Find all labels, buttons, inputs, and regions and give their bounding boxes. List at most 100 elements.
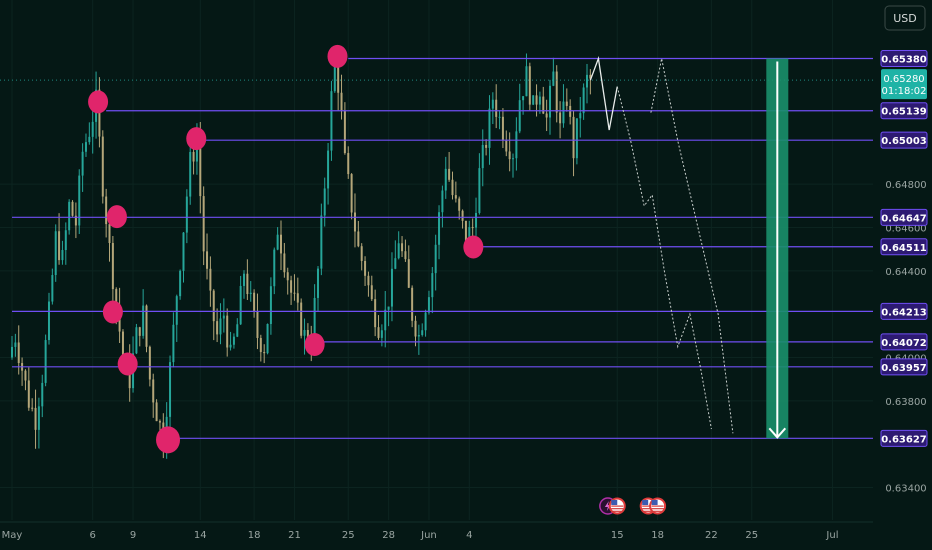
candle-body [192,151,195,162]
candle-body [515,131,518,159]
candle-body [538,96,541,105]
candle-body [340,92,343,111]
candle-body [172,324,175,363]
candle-body [579,113,582,119]
price-axis[interactable]: 0.648000.646000.644000.640000.638000.634… [873,0,932,550]
candle-body [585,74,588,88]
candle-body [91,121,94,137]
candle-body [226,315,229,348]
candle-body [485,144,488,148]
time-axis[interactable]: May 6 9 14 18 21 25 28 Jun 4 15 18 22 25 Jul [0,521,873,541]
candle-body [333,62,336,92]
swing-point-marker [102,300,123,324]
candle-body [286,272,289,281]
candle-body [249,292,252,295]
candle-body [138,327,141,336]
candle-body [323,188,326,216]
candle-body [461,210,464,221]
swing-point-marker [117,352,138,376]
candle-body [390,268,393,307]
price-tick-label: 0.64800 [885,180,926,191]
candle-body [27,380,30,408]
candle-body [411,287,414,321]
candle-body [320,215,323,269]
candle-body [293,292,296,294]
flag-stripe [611,505,624,507]
candle-body [263,352,266,354]
target-arrow [766,58,789,439]
candle-body [229,344,232,348]
candle-body [498,116,501,118]
candle-body [209,268,212,291]
candle-body [316,268,319,298]
candle-body [495,99,498,117]
level-price-badge [880,358,928,376]
price-tick-label: 0.63400 [885,484,926,495]
candle-body [441,190,444,213]
candle-body [182,232,185,271]
level-price-badge [880,50,928,67]
time-tick-label: 25 [745,530,758,541]
time-tick-label: Jun [420,530,437,541]
candle-body [300,302,303,336]
candle-body [572,116,575,159]
candle-body [145,305,148,347]
candle-body [14,342,17,347]
us-flag-icon[interactable] [608,497,626,515]
projection-dotted-line [616,86,712,430]
time-tick-label: 22 [705,530,718,541]
flag-canton [642,500,649,505]
candle-body [559,112,562,124]
candle-body [370,285,373,300]
candle-body [522,96,525,101]
candle-body [71,201,74,216]
candle-body [549,85,551,118]
time-tick-label: May [2,530,23,541]
candle-body [158,421,161,423]
candle-body [475,212,478,228]
candle-body [142,305,145,336]
swing-points [88,44,484,454]
candle-body [115,289,118,305]
price-tick-label: 0.64400 [885,267,926,278]
candle-body [508,151,511,160]
swing-point-marker [186,127,207,151]
candle-body [424,312,427,331]
candle-body [78,175,81,226]
candle-body [421,330,424,335]
us-flag-icon[interactable] [649,497,667,515]
level-price-badge [880,131,928,149]
time-tick-label: Jul [825,530,838,541]
candle-body [347,153,350,175]
currency-label: USD [893,12,917,25]
level-price-label: 0.64511 [881,243,927,254]
candle-body [525,66,528,97]
candle-body [387,306,390,310]
candle-body [374,299,377,328]
swing-point-marker [304,333,325,356]
candle-body [350,174,353,213]
candle-body [545,113,548,118]
candle-body [236,324,239,337]
candle-body [360,246,363,261]
candle-body [364,260,367,276]
candle-body [471,227,474,229]
candle-body [68,201,71,231]
candle-body [343,110,346,154]
swing-point-marker [156,426,181,454]
candle-body [111,242,114,290]
candle-body [458,198,461,211]
candle-body [505,140,508,152]
level-price-badge [880,102,928,120]
candle-body [34,407,37,430]
candle-body [367,275,370,286]
economic-events[interactable] [599,497,667,515]
candle-body [58,231,61,261]
candle-body [216,321,219,335]
candle-body [303,330,306,336]
candle-body [37,406,40,430]
currency-button[interactable]: USD [884,5,926,31]
candle-body [353,212,356,232]
